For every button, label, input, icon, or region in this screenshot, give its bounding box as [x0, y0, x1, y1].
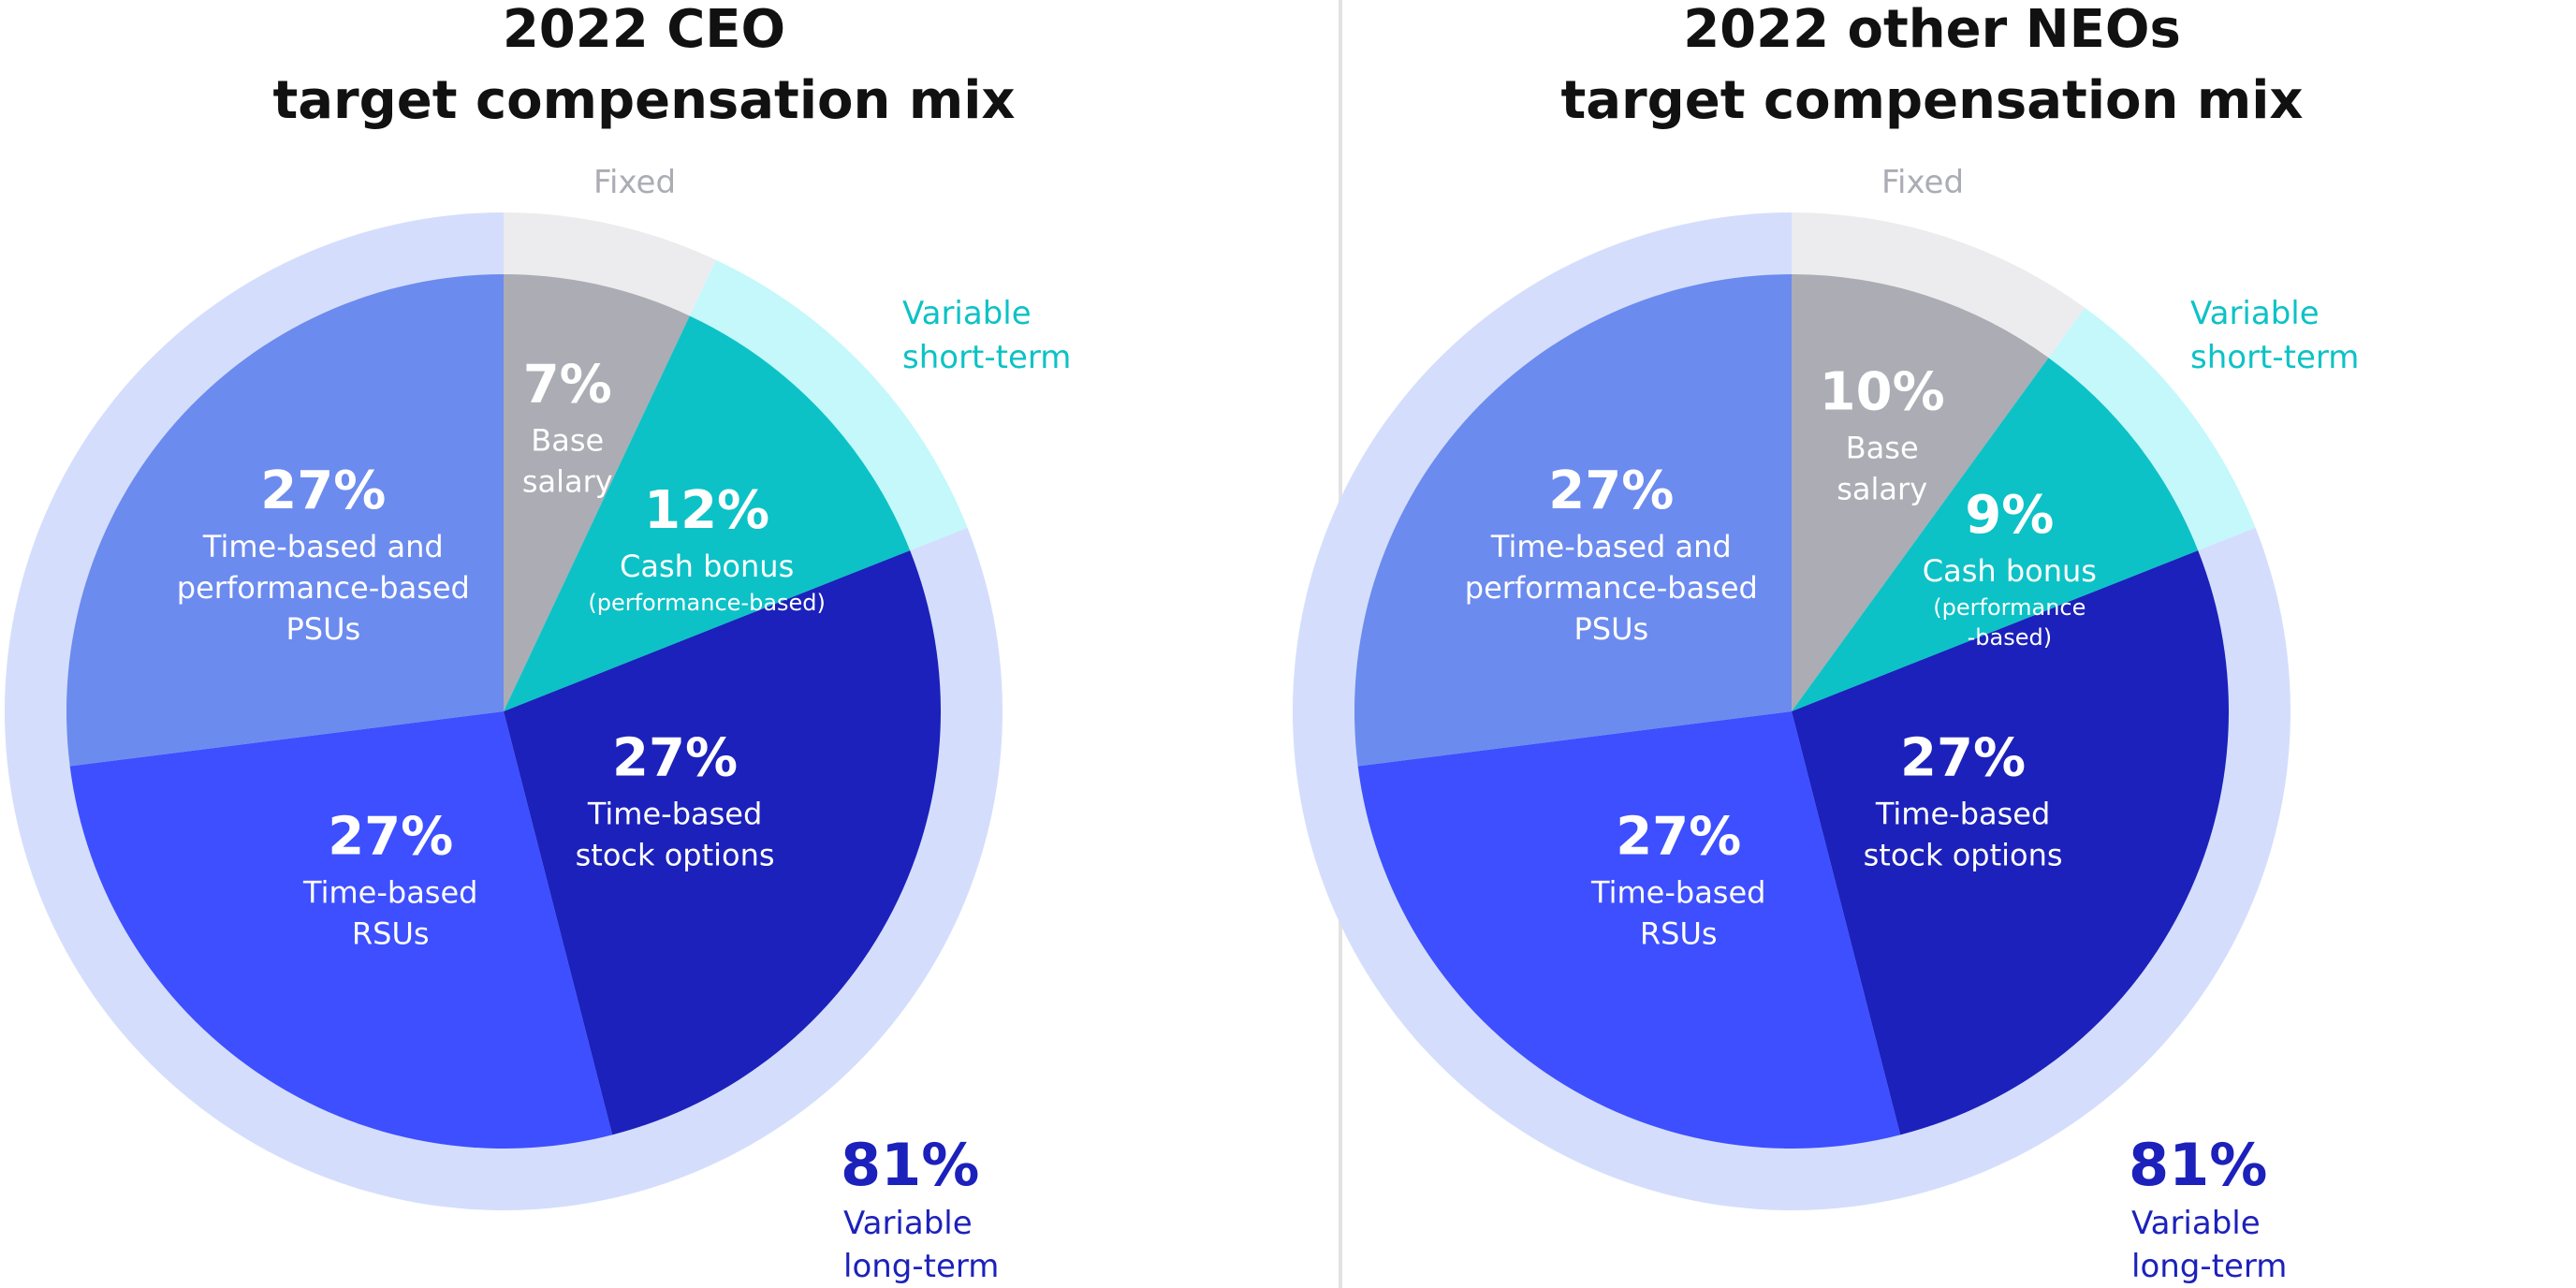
neo-cash-bonus-sublabel: -based) [1968, 624, 2052, 651]
ceo-slice-stock-options [504, 550, 941, 1135]
neo-psus-label: Time-based and [1490, 529, 1732, 564]
ceo-psus-percent: 27% [260, 461, 386, 521]
ceo-title-line-1: 2022 CEO [502, 0, 786, 60]
neo-ring-long-label: Variable [2131, 1205, 2261, 1242]
neo-ring-long-value: 81% [2129, 1131, 2267, 1199]
neo-psus-label: performance-based [1465, 570, 1758, 606]
ceo-ring-long-value: 81% [841, 1131, 979, 1199]
neo-stock-options-percent: 27% [1900, 727, 2026, 788]
ceo-chart-title: 2022 CEO target compensation mix [0, 0, 1288, 137]
ceo-stock-options-percent: 27% [612, 727, 738, 788]
neo-slice-rsus [1357, 711, 1901, 1149]
ceo-rsus-percent: 27% [328, 807, 453, 868]
neo-base-salary-percent: 10% [1820, 361, 1945, 422]
ceo-rsus-label: RSUs [352, 916, 430, 952]
ceo-cash-bonus-sublabel: (performance-based) [588, 590, 826, 616]
neo-base-salary-label: Base [1846, 430, 1919, 465]
ceo-psus-label: Time-based and [202, 529, 444, 564]
neo-ring-short-label: short-term [2190, 339, 2359, 376]
ceo-base-salary-percent: 7% [523, 355, 612, 416]
neo-base-salary-label: salary [1837, 471, 1927, 506]
neo-psus-label: PSUs [1573, 611, 1648, 647]
ceo-cash-bonus-label: Cash bonus [620, 549, 794, 584]
ceo-stock-options-label: stock options [576, 837, 775, 872]
ceo-slice-base-salary [504, 274, 690, 711]
ceo-ring-long-label: long-term [843, 1248, 999, 1285]
ceo-slice-rsus [69, 711, 613, 1149]
neo-stock-options-label: stock options [1864, 837, 2063, 872]
neo-ring-fixed-label: Fixed [1881, 164, 1964, 201]
ceo-stock-options-label: Time-based [587, 796, 762, 831]
ceo-ring-short-label: short-term [902, 339, 1071, 376]
neo-rsus-percent: 27% [1616, 807, 1741, 868]
neo-slice-cash-bonus [1792, 358, 2199, 711]
ceo-base-salary-label: Base [531, 423, 604, 459]
neo-slice-base-salary [1792, 274, 2049, 711]
neo-title-line-2: target compensation mix [1560, 70, 2304, 131]
neo-slice-stock-options [1792, 550, 2229, 1135]
neo-psus-percent: 27% [1548, 461, 1674, 521]
ceo-title-line-2: target compensation mix [272, 70, 1016, 131]
neo-cash-bonus-percent: 9% [1965, 485, 2054, 546]
neo-stock-options-label: Time-based [1875, 796, 2050, 831]
neo-ring-long-label: long-term [2131, 1248, 2287, 1285]
neo-pie-chart: 10% Base salary 9% Cash bonus (performance -ba… [1293, 164, 2359, 1285]
neo-rsus-label: RSUs [1640, 916, 1718, 952]
ceo-psus-label: performance-based [177, 570, 470, 606]
ceo-slice-psus [66, 274, 504, 767]
ceo-psus-label: PSUs [285, 611, 360, 647]
ceo-cash-bonus-percent: 12% [644, 480, 769, 541]
neo-ring-short-label: Variable [2190, 295, 2320, 332]
neo-title-line-1: 2022 other NEOs [1683, 0, 2181, 60]
ceo-rsus-label: Time-based [302, 875, 477, 911]
ceo-ring-short-label: Variable [902, 295, 1032, 332]
ceo-chart-panel: 2022 CEO target compensation mix 7% Base s… [0, 0, 1288, 1285]
ceo-base-salary-label: salary [522, 464, 613, 500]
ceo-slice-cash-bonus [504, 315, 911, 711]
ceo-pie-chart: 7% Base salary 12% Cash bonus (performance-ba… [5, 164, 1071, 1285]
ceo-ring-fixed-label: Fixed [593, 164, 676, 201]
neo-cash-bonus-label: Cash bonus [1923, 553, 2097, 589]
ceo-ring-long-label: Variable [843, 1205, 973, 1242]
neo-rsus-label: Time-based [1590, 875, 1765, 911]
neo-slice-psus [1354, 274, 1792, 767]
neo-cash-bonus-sublabel: (performance [1933, 594, 2086, 621]
neo-chart-title: 2022 other NEOs target compensation mix [1288, 0, 2576, 137]
neo-chart-panel: 2022 other NEOs target compensation mix … [1288, 0, 2576, 1288]
